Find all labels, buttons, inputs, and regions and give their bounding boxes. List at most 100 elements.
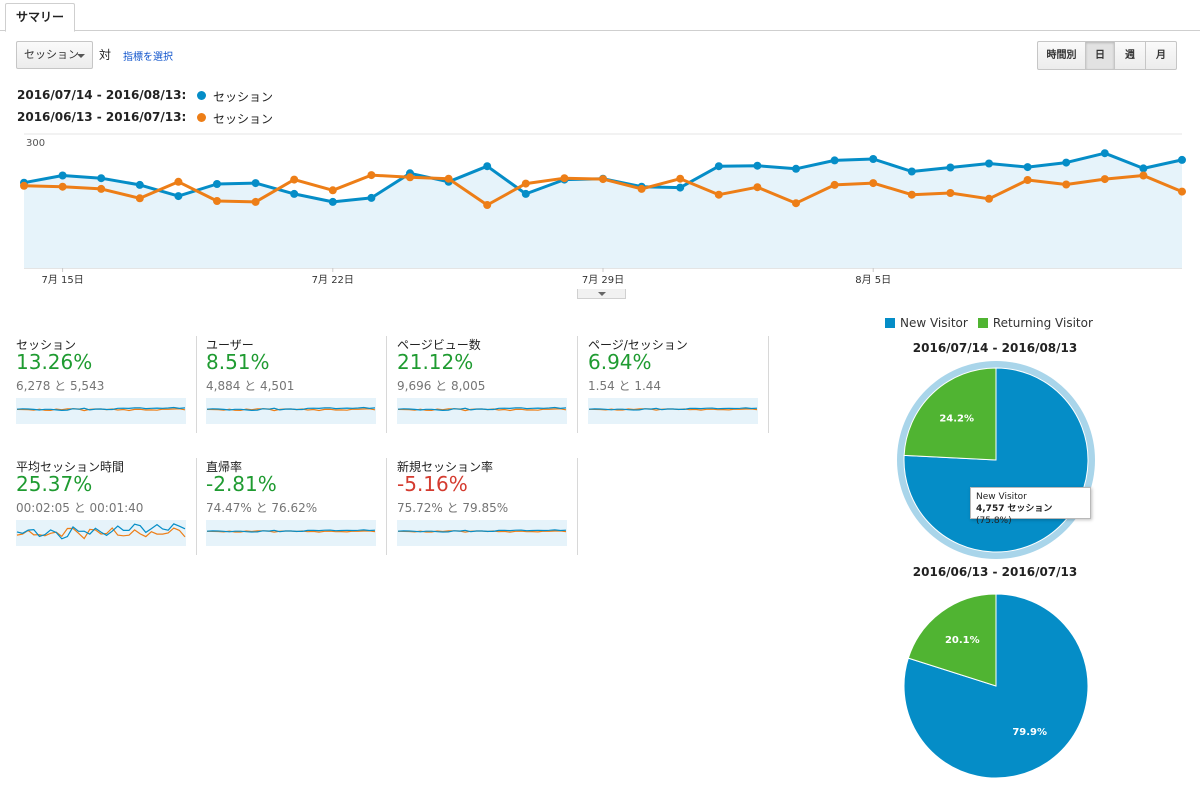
- sparkline-area: [206, 398, 376, 424]
- period-day-button[interactable]: 日: [1085, 41, 1115, 70]
- sparkline-line: [206, 406, 376, 412]
- pie-slice-label: 24.2%: [939, 414, 974, 425]
- metric-sparkline: [397, 520, 567, 546]
- metric-change: 25.37%: [16, 472, 93, 496]
- chevron-down-icon: [598, 292, 606, 296]
- data-point: [521, 179, 530, 188]
- tile-divider: [768, 336, 769, 433]
- data-point: [58, 171, 67, 180]
- period-month-button[interactable]: 月: [1145, 41, 1177, 70]
- data-point: [792, 164, 800, 173]
- metric-tile[interactable]: 直帰率 -2.81% 74.47% と 76.62%: [206, 458, 387, 555]
- data-point: [97, 184, 106, 193]
- tooltip-title: New Visitor: [976, 492, 1027, 502]
- metric-values: 4,884 と 4,501: [206, 379, 295, 393]
- metric-name: 新規セッション率: [397, 460, 494, 474]
- data-point: [714, 162, 723, 171]
- legend-current-range: 2016/07/14 - 2016/08/13: セッション: [17, 88, 273, 104]
- metric-tile[interactable]: ページビュー数 21.12% 9,696 と 8,005: [397, 336, 578, 433]
- pie-legend: New Visitor Returning Visitor: [885, 316, 1093, 330]
- metric-sparkline: [397, 398, 567, 424]
- sparkline-area: [16, 520, 186, 546]
- select-metric-link[interactable]: 指標を選択: [123, 52, 173, 63]
- metric-dropdown-value: セッション: [24, 48, 79, 61]
- data-point: [135, 180, 144, 189]
- metric-dropdown[interactable]: セッション: [16, 41, 93, 69]
- legend-series-name: セッション: [213, 90, 274, 104]
- data-point: [676, 183, 685, 192]
- data-point: [869, 155, 878, 163]
- chart-collapse-handle[interactable]: [577, 289, 626, 299]
- tile-divider: [196, 336, 197, 433]
- data-point: [599, 175, 607, 184]
- metric-change: 13.26%: [16, 350, 93, 374]
- pie-legend-item[interactable]: Returning Visitor: [977, 316, 1093, 330]
- metric-change: -5.16%: [397, 472, 468, 496]
- data-point: [830, 180, 839, 189]
- x-tick-label: 7月 15日: [41, 274, 83, 286]
- metric-name: セッション: [16, 338, 77, 352]
- pie-chart-previous[interactable]: 79.9% 20.1%: [894, 584, 1098, 786]
- pie-legend-item[interactable]: New Visitor: [885, 316, 968, 330]
- data-point: [444, 174, 453, 183]
- pie-slice-label: 20.1%: [945, 635, 980, 646]
- data-point: [135, 194, 144, 203]
- data-point: [560, 174, 569, 183]
- metric-values: 6,278 と 5,543: [16, 379, 105, 393]
- sparkline-line: [16, 523, 186, 540]
- metric-name: 平均セッション時間: [16, 460, 125, 474]
- data-point: [637, 184, 646, 193]
- legend-range-label: 2016/06/13 - 2016/07/13:: [17, 110, 187, 124]
- pie-legend-label: New Visitor: [900, 316, 968, 330]
- versus-label: 対: [99, 48, 112, 62]
- metric-tile[interactable]: ユーザー 8.51% 4,884 と 4,501: [206, 336, 387, 433]
- data-point: [714, 190, 723, 199]
- metric-tile[interactable]: 新規セッション率 -5.16% 75.72% と 79.85%: [397, 458, 578, 555]
- sparkline-area: [16, 398, 186, 424]
- period-week-button[interactable]: 週: [1114, 41, 1146, 70]
- data-point: [290, 175, 299, 184]
- metric-values: 75.72% と 79.85%: [397, 501, 509, 515]
- tile-divider: [577, 458, 578, 555]
- sparkline-line: [16, 527, 186, 540]
- data-point: [946, 163, 955, 172]
- tile-divider: [196, 458, 197, 555]
- returning-visitor-swatch: [977, 318, 988, 328]
- data-point: [328, 197, 337, 206]
- data-point: [1178, 155, 1186, 164]
- sparkline-area: [206, 520, 376, 546]
- data-point: [1178, 187, 1186, 196]
- metric-values: 1.54 と 1.44: [588, 379, 662, 393]
- pie-chart-current[interactable]: 24.2%: [894, 358, 1098, 562]
- data-point: [251, 197, 260, 206]
- sparkline-line: [397, 529, 567, 533]
- metric-values: 00:02:05 と 00:01:40: [16, 501, 144, 515]
- metric-tile[interactable]: ページ/セッション 6.94% 1.54 と 1.44: [588, 336, 769, 433]
- legend-series-name: セッション: [213, 112, 274, 126]
- metric-tile[interactable]: セッション 13.26% 6,278 と 5,543: [16, 336, 197, 433]
- tab-strip: サマリー: [0, 0, 1200, 32]
- data-point: [213, 197, 221, 205]
- metric-name: ページビュー数: [397, 338, 481, 352]
- data-point: [753, 161, 762, 170]
- metric-values: 74.47% と 76.62%: [206, 501, 318, 515]
- series-dot-icon: [197, 113, 206, 122]
- sparkline-line: [588, 407, 758, 411]
- metric-sparkline: [206, 520, 376, 546]
- data-point: [1100, 175, 1109, 184]
- sparkline-area: [397, 520, 567, 546]
- pie-slice: [907, 593, 997, 687]
- data-point: [328, 186, 337, 195]
- metric-tile[interactable]: 平均セッション時間 25.37% 00:02:05 と 00:01:40: [16, 458, 197, 555]
- legend-range-label: 2016/07/14 - 2016/08/13:: [17, 88, 187, 102]
- data-point: [483, 162, 492, 171]
- legend-previous-range: 2016/06/13 - 2016/07/13: セッション: [17, 110, 273, 126]
- data-point: [367, 171, 376, 180]
- tab-summary[interactable]: サマリー: [5, 3, 76, 32]
- metric-sparkline: [588, 398, 758, 424]
- chevron-down-icon: [77, 54, 85, 58]
- period-hourly-button[interactable]: 時間別: [1037, 41, 1086, 70]
- data-point: [1139, 171, 1148, 180]
- data-point: [1139, 164, 1148, 173]
